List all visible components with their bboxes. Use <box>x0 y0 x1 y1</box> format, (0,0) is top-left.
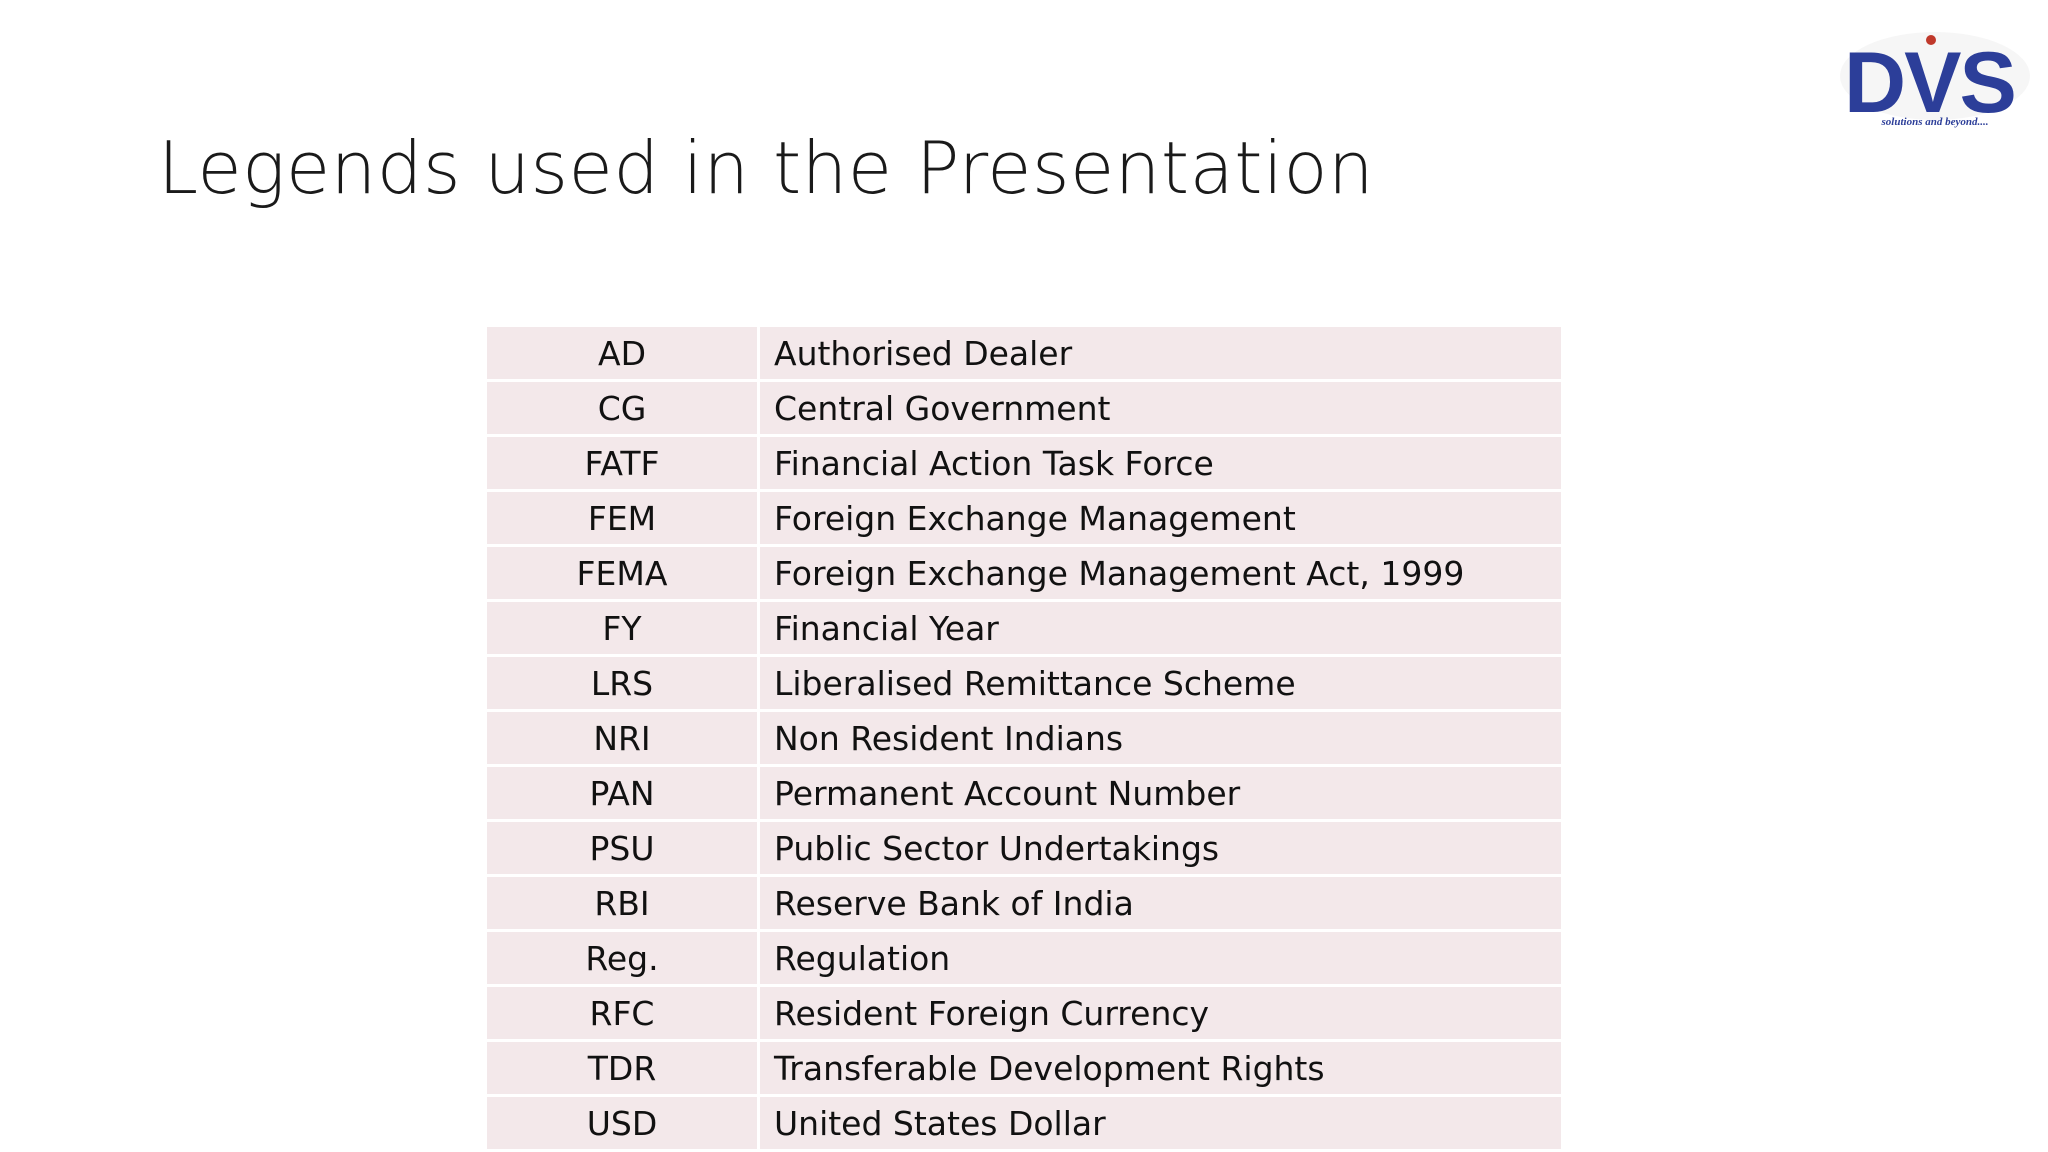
full-form-cell: Permanent Account Number <box>760 767 1561 819</box>
abbreviation-cell: CG <box>487 382 760 434</box>
abbreviation-cell: RBI <box>487 877 760 929</box>
table-row: RFC Resident Foreign Currency <box>487 987 1561 1039</box>
full-form-cell: Foreign Exchange Management <box>760 492 1561 544</box>
table-row: FY Financial Year <box>487 602 1561 654</box>
table-row: PSU Public Sector Undertakings <box>487 822 1561 874</box>
table-row: FEMA Foreign Exchange Management Act, 199… <box>487 547 1561 599</box>
full-form-cell: Reserve Bank of India <box>760 877 1561 929</box>
legends-table: AD Authorised Dealer CG Central Government F… <box>487 324 1561 1152</box>
full-form-cell: Transferable Development Rights <box>760 1042 1561 1094</box>
table-row: FEM Foreign Exchange Management <box>487 492 1561 544</box>
full-form-cell: Central Government <box>760 382 1561 434</box>
abbreviation-cell: RFC <box>487 987 760 1039</box>
full-form-cell: Financial Action Task Force <box>760 437 1561 489</box>
abbreviation-cell: NRI <box>487 712 760 764</box>
svg-text:DVS: DVS <box>1844 35 2015 131</box>
table-row: USD United States Dollar <box>487 1097 1561 1149</box>
dvs-logo: DVS solutions and beyond.... <box>1838 24 2032 134</box>
abbreviation-cell: USD <box>487 1097 760 1149</box>
full-form-cell: Public Sector Undertakings <box>760 822 1561 874</box>
abbreviation-cell: FEMA <box>487 547 760 599</box>
full-form-cell: Regulation <box>760 932 1561 984</box>
full-form-cell: Non Resident Indians <box>760 712 1561 764</box>
full-form-cell: Liberalised Remittance Scheme <box>760 657 1561 709</box>
full-form-cell: Authorised Dealer <box>760 327 1561 379</box>
table-row: PAN Permanent Account Number <box>487 767 1561 819</box>
legends-table-body: AD Authorised Dealer CG Central Government F… <box>487 327 1561 1149</box>
abbreviation-cell: PAN <box>487 767 760 819</box>
abbreviation-cell: AD <box>487 327 760 379</box>
table-row: CG Central Government <box>487 382 1561 434</box>
abbreviation-cell: Reg. <box>487 932 760 984</box>
table-row: RBI Reserve Bank of India <box>487 877 1561 929</box>
table-row: TDR Transferable Development Rights <box>487 1042 1561 1094</box>
full-form-cell: Financial Year <box>760 602 1561 654</box>
abbreviation-cell: TDR <box>487 1042 760 1094</box>
table-row: AD Authorised Dealer <box>487 327 1561 379</box>
full-form-cell: United States Dollar <box>760 1097 1561 1149</box>
full-form-cell: Foreign Exchange Management Act, 1999 <box>760 547 1561 599</box>
dvs-logo-graphic: DVS solutions and beyond.... <box>1840 32 2030 131</box>
abbreviation-cell: LRS <box>487 657 760 709</box>
abbreviation-cell: FEM <box>487 492 760 544</box>
full-form-cell: Resident Foreign Currency <box>760 987 1561 1039</box>
table-row: LRS Liberalised Remittance Scheme <box>487 657 1561 709</box>
page-title: Legends used in the Presentation <box>158 126 1375 210</box>
abbreviation-cell: FATF <box>487 437 760 489</box>
table-row: NRI Non Resident Indians <box>487 712 1561 764</box>
table-row: Reg. Regulation <box>487 932 1561 984</box>
abbreviation-cell: PSU <box>487 822 760 874</box>
abbreviation-cell: FY <box>487 602 760 654</box>
table-row: FATF Financial Action Task Force <box>487 437 1561 489</box>
svg-text:solutions and beyond....: solutions and beyond.... <box>1881 116 1989 128</box>
